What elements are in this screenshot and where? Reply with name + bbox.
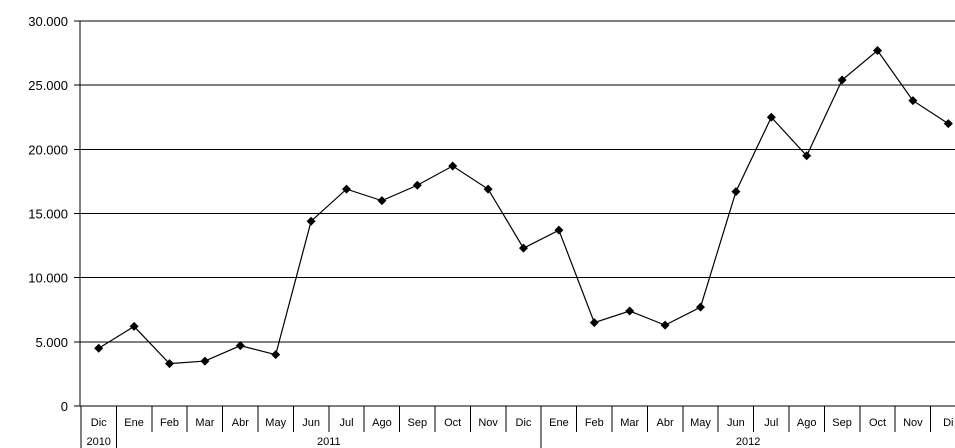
x-tick-label: Oct [444,417,461,429]
data-point-marker [802,151,812,161]
data-point-marker [129,321,139,331]
y-tick-label: 0 [61,399,68,414]
data-point-marker [554,225,564,235]
x-tick-label: May [690,417,711,429]
data-point-marker [943,119,953,129]
year-label: 2012 [736,436,760,448]
x-tick-label: Jun [727,417,745,429]
data-point-marker [235,341,245,351]
x-tick-label: Nov [478,417,498,429]
x-tick-label: Di [943,417,953,429]
x-tick-label: Ene [549,417,569,429]
x-tick-label: Mar [195,417,214,429]
x-tick-label: Nov [903,417,923,429]
data-point-marker [342,184,351,194]
y-axis-ticks: 0 5.000 10.000 15.000 20.000 25.000 30.000 [28,14,80,414]
data-point-marker [271,350,281,360]
data-point-marker [200,356,210,366]
data-series [94,46,953,369]
data-point-marker [377,196,387,206]
data-point-marker [519,243,528,253]
x-tick-label: Oct [869,417,886,429]
year-label: 2010 [86,436,110,448]
gridlines [80,20,955,343]
y-tick-label: 30.000 [28,14,68,29]
data-point-marker [448,161,458,171]
series-line [98,49,949,365]
data-point-marker [625,306,635,316]
y-tick-label: 20.000 [28,142,68,157]
data-point-marker [837,75,847,85]
data-point-marker [306,216,316,226]
x-tick-label: Abr [657,417,674,429]
x-tick-label: Jul [339,417,353,429]
data-point-marker [165,359,174,369]
year-label: 2011 [317,436,341,448]
x-tick-label: Dic [91,417,107,429]
axes [79,21,955,407]
data-point-marker [908,96,918,106]
x-axis-categories: Dic Ene Feb Mar Abr May Jun Jul Ago Sep Oct Nov Dic E… [80,406,953,448]
data-point-marker [696,302,705,312]
x-tick-label: Feb [585,417,604,429]
x-tick-label: Abr [232,417,249,429]
x-tick-label: Ene [124,417,144,429]
x-tick-label: Sep [832,417,852,429]
x-tick-label: Sep [408,417,428,429]
y-tick-label: 15.000 [28,207,68,222]
y-tick-label: 5.000 [35,335,68,350]
y-tick-label: 25.000 [28,78,68,93]
x-tick-label: Mar [620,417,639,429]
x-tick-label: Dic [516,417,532,429]
x-tick-label: May [265,417,286,429]
y-tick-label: 10.000 [28,271,68,286]
data-point-marker [483,184,493,194]
data-point-marker [94,343,104,353]
data-point-marker [873,46,882,56]
x-tick-label: Jun [302,417,320,429]
data-point-marker [589,318,599,328]
x-tick-label: Ago [797,417,817,429]
data-point-marker [731,187,741,197]
x-tick-label: Jul [764,417,778,429]
data-point-marker [412,180,422,190]
data-point-marker [766,112,776,122]
data-point-marker [660,320,670,330]
x-tick-label: Ago [372,417,392,429]
x-tick-label: Feb [160,417,179,429]
